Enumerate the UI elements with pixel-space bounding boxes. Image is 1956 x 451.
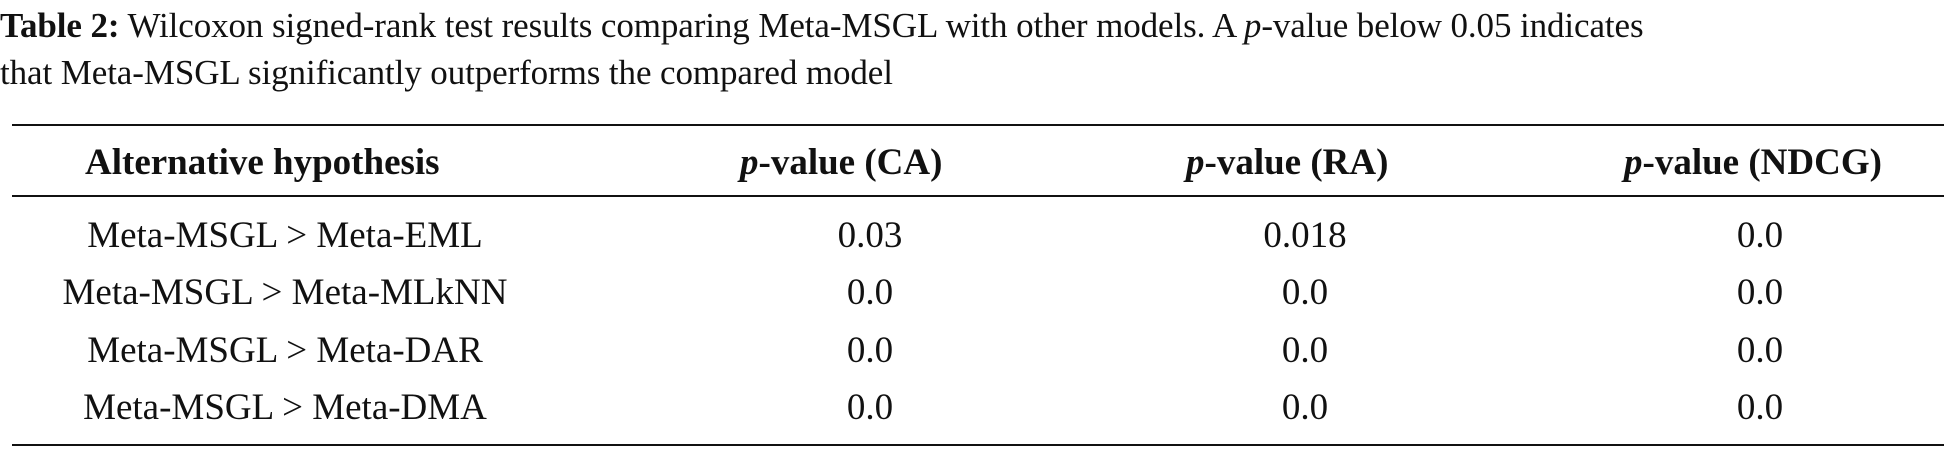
header-ca-rest: -value (CA): [758, 142, 943, 183]
header-alternative-hypothesis: Alternative hypothesis: [85, 142, 440, 183]
caption-label: Table 2:: [0, 6, 120, 45]
header-p-value-ca: p-value (CA): [740, 138, 1040, 188]
table-header-rule: [12, 195, 1944, 197]
table-caption: Table 2: Wilcoxon signed-rank test resul…: [0, 2, 1956, 96]
row-3-ndcg: 0.0: [1736, 330, 1784, 371]
row-2-ndcg: 0.0: [1736, 272, 1784, 313]
header-p-value-ndcg: p-value (NDCG): [1624, 138, 1956, 188]
row-3-ra: 0.0: [1281, 330, 1329, 371]
header-p-value-ra: p-value (RA): [1186, 138, 1486, 188]
row-4-ra: 0.0: [1281, 387, 1329, 428]
row-2-hypothesis: Meta-MSGL > Meta-MLkNN: [62, 272, 508, 313]
header-ndcg-rest: -value (NDCG): [1642, 142, 1882, 183]
row-2-ca: 0.0: [846, 272, 894, 313]
row-1-ndcg: 0.0: [1736, 215, 1784, 256]
header-ndcg-p: p: [1624, 142, 1643, 183]
row-2-ra: 0.0: [1281, 272, 1329, 313]
header-ca-p: p: [740, 142, 759, 183]
caption-line-1: Table 2: Wilcoxon signed-rank test resul…: [0, 2, 1956, 49]
caption-p-symbol: p: [1243, 6, 1262, 45]
row-4-hypothesis: Meta-MSGL > Meta-DMA: [83, 387, 487, 428]
table-top-rule: [12, 124, 1944, 126]
row-3-ca: 0.0: [846, 330, 894, 371]
row-4-ndcg: 0.0: [1736, 387, 1784, 428]
row-1-hypothesis: Meta-MSGL > Meta-EML: [87, 215, 483, 256]
row-1-ca: 0.03: [837, 215, 903, 256]
row-1-ra: 0.018: [1263, 215, 1347, 256]
header-ra-rest: -value (RA): [1204, 142, 1389, 183]
row-3-hypothesis: Meta-MSGL > Meta-DAR: [87, 330, 483, 371]
caption-text-b: -value below 0.05 indicates: [1261, 6, 1644, 45]
header-ra-p: p: [1186, 142, 1205, 183]
table-bottom-rule: [12, 444, 1944, 446]
caption-text-a: Wilcoxon signed-rank test results compar…: [119, 6, 1244, 45]
row-4-ca: 0.0: [846, 387, 894, 428]
caption-line-2: that Meta-MSGL significantly outperforms…: [0, 53, 893, 92]
